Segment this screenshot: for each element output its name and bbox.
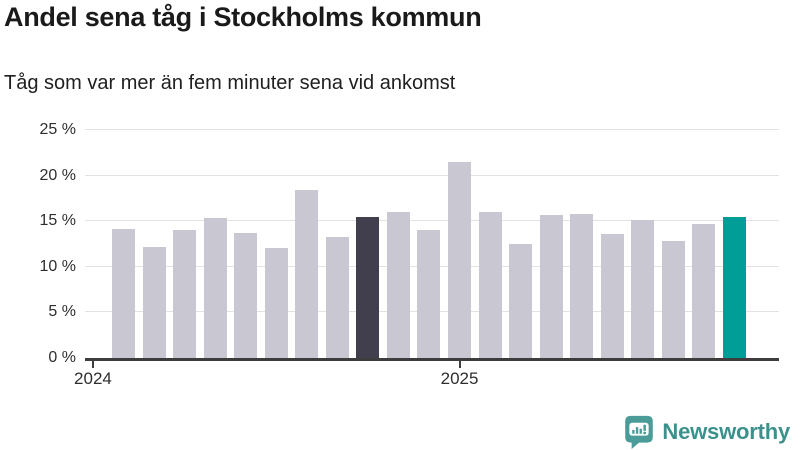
chart-title: Andel sena tåg i Stockholms kommun bbox=[4, 2, 482, 32]
x-axis-tick bbox=[458, 361, 461, 368]
y-axis-tick-label: 0 % bbox=[48, 349, 76, 366]
bar-okt-2025 bbox=[722, 216, 746, 358]
bar-jan-2025 bbox=[448, 161, 472, 358]
bar-apr-2024 bbox=[173, 230, 197, 358]
bar-feb-2025 bbox=[478, 212, 502, 358]
bar-aug-2024 bbox=[295, 190, 319, 358]
x-axis-tick-label: 2025 bbox=[440, 369, 479, 388]
bar-sep-2024 bbox=[325, 236, 349, 358]
bar-feb-2024 bbox=[112, 229, 135, 358]
chart-subtitle: Tåg som var mer än fem minuter sena vid … bbox=[4, 72, 456, 94]
bar-sep-2025 bbox=[692, 223, 716, 358]
bar-mar-2025 bbox=[509, 244, 533, 358]
gridline bbox=[85, 220, 779, 222]
bar-jun-2024 bbox=[234, 233, 258, 358]
x-axis-tick-label: 2024 bbox=[74, 369, 112, 388]
x-axis-line bbox=[85, 358, 779, 361]
bar-maj-2024 bbox=[203, 218, 227, 358]
brand-footer: Newsworthy bbox=[624, 415, 790, 449]
bar-maj-2025 bbox=[570, 213, 594, 358]
x-axis-tick bbox=[91, 361, 94, 368]
bar-mar-2024 bbox=[142, 246, 166, 358]
plot-area: 2024 2025 bbox=[74, 129, 779, 388]
y-axis-tick-label: 25 % bbox=[39, 121, 76, 138]
brand-name: Newsworthy bbox=[662, 419, 790, 444]
y-axis-tick-label: 10 % bbox=[39, 257, 76, 275]
gridline bbox=[85, 129, 779, 130]
newsworthy-logo-icon bbox=[625, 415, 654, 449]
bar-okt-2024 bbox=[356, 216, 380, 358]
bar-dec-2024 bbox=[417, 230, 441, 358]
y-axis-labels: 25 % 20 % 15 % 10 % 5 % 0 % bbox=[0, 122, 76, 366]
bars-container bbox=[85, 130, 779, 358]
bar-nov-2024 bbox=[386, 212, 410, 358]
bar-apr-2025 bbox=[539, 214, 563, 358]
bar-jun-2025 bbox=[600, 233, 624, 358]
gridline bbox=[85, 174, 779, 176]
y-axis-tick-label: 5 % bbox=[48, 303, 76, 321]
y-axis-tick-label: 15 % bbox=[39, 212, 76, 230]
bar-aug-2025 bbox=[661, 241, 685, 358]
bar-jul-2024 bbox=[264, 247, 288, 358]
y-axis-tick-label: 20 % bbox=[39, 166, 76, 184]
bar-jul-2025 bbox=[631, 220, 655, 358]
